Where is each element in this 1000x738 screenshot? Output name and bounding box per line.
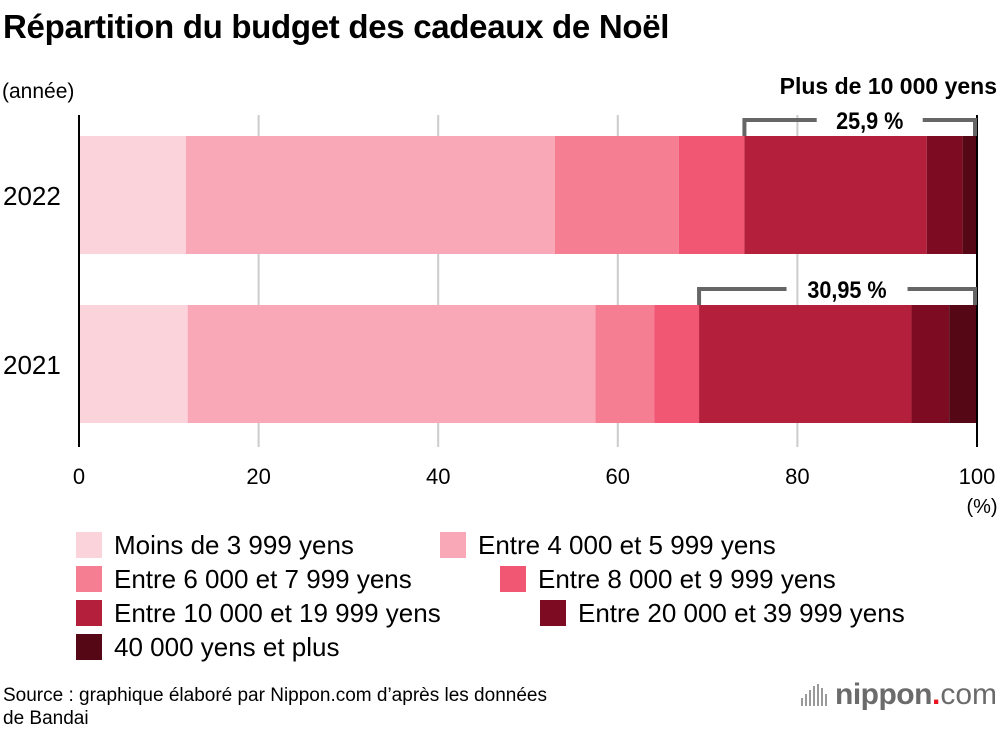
legend-item: Moins de 3 999 yens	[76, 528, 354, 562]
legend-label: Entre 20 000 et 39 999 yens	[578, 598, 905, 628]
source-line-1: Source : graphique élaboré par Nippon.co…	[3, 685, 547, 706]
legend-swatch	[76, 532, 102, 558]
bar-segment	[678, 136, 745, 254]
logo-dot: .	[931, 678, 941, 711]
x-tick-label: 80	[785, 464, 809, 489]
bar-segment	[79, 136, 186, 254]
x-tick-label: 20	[246, 464, 270, 489]
annotation-label: 25,9 %	[836, 107, 903, 134]
source-line-2: de Bandai	[3, 708, 89, 729]
annotation-label: 30,95 %	[807, 276, 886, 303]
bar-segment	[187, 305, 596, 423]
legend-label: Entre 8 000 et 9 999 yens	[538, 564, 836, 594]
y-tick-label: 2021	[3, 350, 61, 380]
stacked-bar-chart: 2022 2021 0 20 40 60 80 100 (%) 25,9 % 30,95 %	[3, 107, 998, 518]
legend-swatch	[76, 566, 102, 592]
bar-segment	[911, 305, 950, 423]
legend-swatch	[540, 600, 566, 626]
bar-segment	[595, 305, 655, 423]
logo-bars-icon	[801, 684, 829, 706]
legend-item: Entre 8 000 et 9 999 yens	[500, 562, 836, 596]
legend-swatch	[500, 566, 526, 592]
annotation-bracket-right	[907, 287, 977, 305]
logo-text: nippon	[835, 678, 932, 711]
legend-swatch	[76, 600, 102, 626]
bar-segment	[699, 305, 912, 423]
x-tick-label: 40	[426, 464, 450, 489]
legend-label: Entre 4 000 et 5 999 yens	[478, 530, 776, 560]
legend-label: Entre 10 000 et 19 999 yens	[114, 598, 441, 628]
x-tick-label: 100	[959, 464, 996, 489]
bar-segment	[185, 136, 555, 254]
legend-item: 40 000 yens et plus	[76, 630, 340, 664]
annotation-bracket-left	[697, 287, 787, 305]
bar-segment	[654, 305, 700, 423]
x-tick-label: 0	[73, 464, 85, 489]
legend-label: Entre 6 000 et 7 999 yens	[114, 564, 412, 594]
bar-segment	[554, 136, 679, 254]
legend-item: Entre 20 000 et 39 999 yens	[540, 596, 905, 630]
bar-segment	[949, 305, 977, 423]
logo-com: com	[940, 678, 997, 711]
legend-swatch	[76, 634, 102, 660]
y-tick-label: 2022	[3, 181, 61, 211]
legend-item: Entre 6 000 et 7 999 yens	[76, 562, 412, 596]
nippon-logo: nippon. com	[801, 678, 997, 712]
source-note: Source : graphique élaboré par Nippon.co…	[3, 684, 547, 730]
annotation-bracket-right	[922, 118, 977, 136]
legend-item: Entre 4 000 et 5 999 yens	[440, 528, 776, 562]
x-tick-label: 60	[606, 464, 630, 489]
annotation-header: Plus de 10 000 yens	[779, 73, 997, 99]
legend-swatch	[440, 532, 466, 558]
bar-segment	[962, 136, 977, 254]
bar-segment	[926, 136, 963, 254]
legend-label: Moins de 3 999 yens	[114, 530, 354, 560]
y-axis-unit-label: (année)	[2, 80, 75, 103]
chart-title: Répartition du budget des cadeaux de Noë…	[3, 8, 670, 45]
x-axis-unit-label: (%)	[966, 496, 997, 518]
bar-segment	[79, 305, 188, 423]
bar-segment	[744, 136, 927, 254]
legend-item: Entre 10 000 et 19 999 yens	[76, 596, 441, 630]
legend-label: 40 000 yens et plus	[114, 632, 340, 662]
annotation-bracket-left	[742, 118, 817, 136]
